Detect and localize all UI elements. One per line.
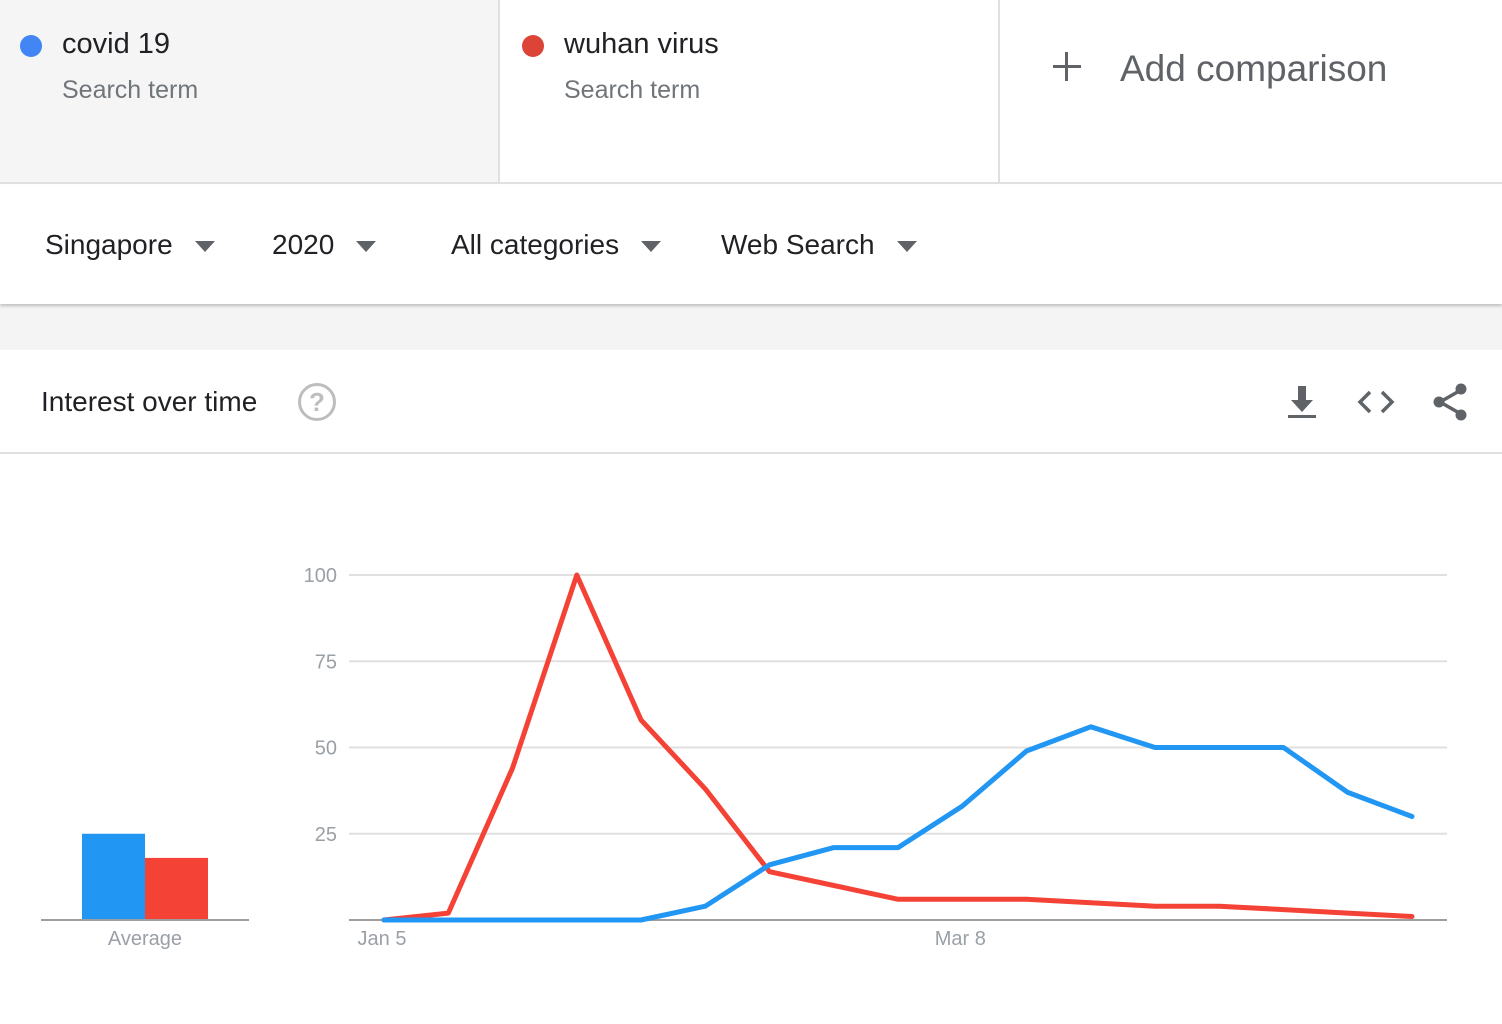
term-2-color-dot (522, 35, 544, 57)
series-line-1 (381, 724, 1415, 923)
series-line-2 (381, 572, 1415, 923)
card-header: Interest over time ? (0, 350, 1502, 454)
embed-code-icon[interactable] (1356, 382, 1396, 422)
average-label: Average (108, 928, 182, 950)
region-dropdown[interactable]: Singapore (45, 229, 215, 261)
plus-icon (1052, 44, 1082, 88)
term-card-1[interactable]: covid 19 Search term (0, 0, 500, 182)
search-type-dropdown[interactable]: Web Search (721, 229, 917, 261)
term-1-name: covid 19 (62, 28, 171, 60)
term-2-type: Search term (564, 76, 701, 104)
download-icon[interactable] (1282, 382, 1322, 422)
caret-down-icon (194, 240, 215, 252)
caret-down-icon (356, 240, 377, 252)
comparison-bar: covid 19 Search term wuhan virus Search … (0, 0, 1502, 184)
average-bar-1 (82, 833, 145, 920)
card-title: Interest over time (41, 386, 258, 417)
term-2-name: wuhan virus (564, 28, 719, 60)
add-comparison-button[interactable]: Add comparison (1000, 0, 1502, 182)
filter-bar: Singapore 2020 All categories Web Search (0, 186, 1502, 304)
share-icon[interactable] (1431, 382, 1471, 422)
caret-down-icon (896, 240, 917, 252)
term-card-2[interactable]: wuhan virus Search term (500, 0, 1000, 182)
average-bar-2 (145, 857, 208, 920)
term-1-type: Search term (62, 76, 199, 104)
interest-over-time-card: Interest over time ? Average (0, 350, 1502, 1024)
y-tick-label-25: 25 (315, 824, 337, 846)
term-1-color-dot (20, 35, 42, 57)
help-icon[interactable]: ? (298, 383, 336, 421)
y-tick-label-50: 50 (315, 738, 337, 760)
search-type-value: Web Search (721, 229, 875, 260)
region-value: Singapore (45, 229, 173, 260)
add-comparison-label: Add comparison (1120, 48, 1388, 89)
interest-chart: Average 25 50 75 100 Jan 5 Mar 8 (41, 565, 1447, 950)
time-range-value: 2020 (272, 229, 335, 260)
y-tick-label-100: 100 (304, 565, 337, 587)
x-tick-label-1: Jan 5 (358, 928, 407, 950)
section-gap (0, 304, 1502, 350)
y-tick-label-75: 75 (315, 651, 337, 673)
x-tick-label-2: Mar 8 (935, 928, 986, 950)
category-dropdown[interactable]: All categories (451, 229, 662, 261)
time-range-dropdown[interactable]: 2020 (272, 229, 377, 261)
category-value: All categories (451, 229, 620, 260)
caret-down-icon (641, 240, 662, 252)
